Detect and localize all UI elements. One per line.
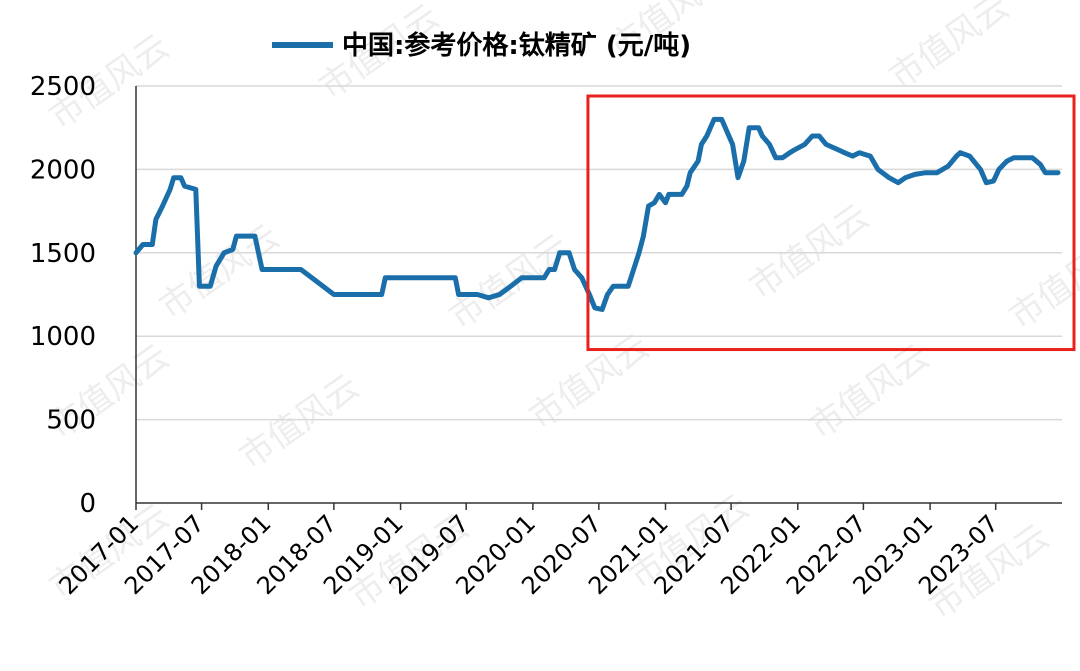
y-tick-label: 2500 xyxy=(30,72,96,102)
watermark-text: 市值风云 xyxy=(442,227,576,338)
watermark-text: 市值风云 xyxy=(802,337,936,448)
legend-label: 中国:参考价格:钛精矿 (元/吨) xyxy=(342,30,691,61)
series-line xyxy=(133,116,1061,312)
highlight-box xyxy=(586,94,1076,352)
y-tick-label: 1500 xyxy=(30,239,96,269)
series-layer xyxy=(133,116,1061,312)
watermark-text: 市值风云 xyxy=(232,367,366,478)
watermark-text: 市值风云 xyxy=(882,0,1016,97)
legend: 中国:参考价格:钛精矿 (元/吨) xyxy=(272,30,691,61)
y-tick-label: 0 xyxy=(79,489,96,519)
watermark-text: 市值风云 xyxy=(742,197,876,308)
y-tick-label: 2000 xyxy=(30,155,96,185)
grid-layer xyxy=(136,85,1062,421)
annotation-layer xyxy=(586,94,1076,352)
y-tick-label: 1000 xyxy=(30,322,96,352)
watermark-text: 市值风云 xyxy=(1002,227,1080,338)
y-tick-label: 500 xyxy=(46,406,96,436)
